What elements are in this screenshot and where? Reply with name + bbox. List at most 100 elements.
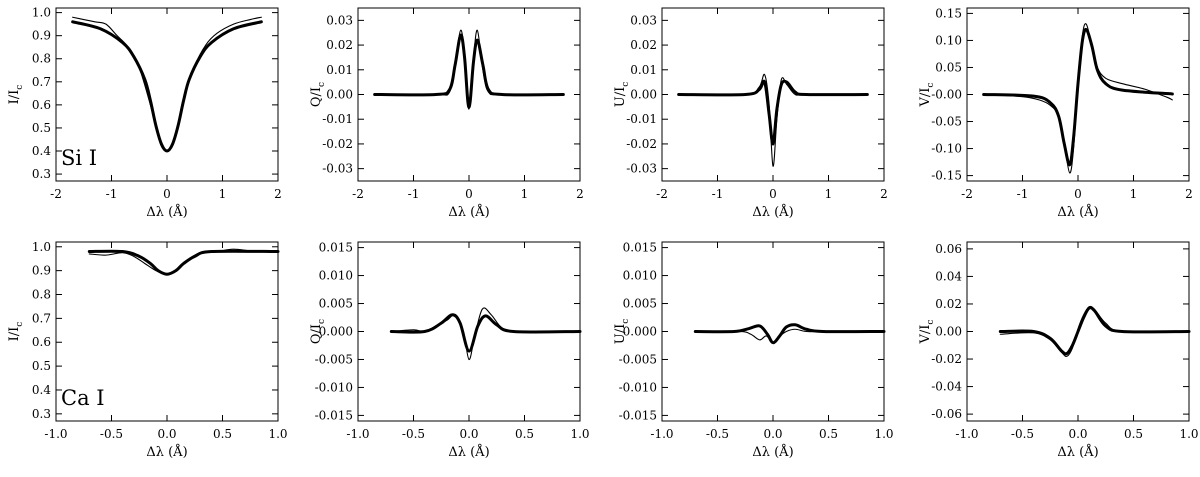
series-thin-line: [72, 16, 262, 152]
x-tick-label: 1.0: [570, 427, 589, 441]
y-axis-label: V/Ic: [918, 83, 936, 108]
y-tick-label: 0.9: [32, 264, 51, 278]
x-tick-label: -1.0: [44, 427, 67, 441]
x-tick-label: -2: [50, 187, 62, 201]
x-tick-label: 1: [825, 187, 833, 201]
y-axis-label: I/Ic: [7, 85, 25, 105]
y-tick-label: -0.01: [626, 112, 657, 126]
x-tick-label: 0: [1074, 187, 1082, 201]
y-tick-label: -0.005: [315, 352, 353, 366]
y-tick-label: 0.02: [326, 38, 353, 52]
x-axis-label: Δλ (Å): [1057, 444, 1098, 460]
x-tick-label: 2: [1185, 187, 1193, 201]
y-tick-label: 0.005: [319, 297, 353, 311]
y-tick-label: -0.010: [619, 380, 657, 394]
x-tick-label: 2: [274, 187, 282, 201]
y-tick-label: 0.00: [935, 325, 962, 339]
chart-panel-1: -2 -1 0 1 2 0.3 0.4 0.5 0.6 0.7 0.8 0.9 1.0 Δλ (Å) I/I…: [7, 6, 282, 220]
y-axis-label-main: Q/I: [309, 87, 324, 107]
series-thin-line: [983, 23, 1173, 174]
x-tick-label: -0.5: [1011, 427, 1034, 441]
y-tick-label: -0.00: [931, 88, 962, 102]
x-tick-label: -2: [656, 187, 668, 201]
x-tick-label: -0.5: [402, 427, 425, 441]
y-tick-label: 0.7: [32, 75, 51, 89]
y-tick-label: 0.15: [935, 6, 962, 20]
y-tick-label: 0.6: [32, 98, 51, 112]
y-axis-label-subscript: c: [621, 319, 631, 324]
x-tick-label: 0.0: [1068, 427, 1087, 441]
y-tick-label: 0.6: [32, 335, 51, 349]
x-tick-label: 1: [1130, 187, 1138, 201]
x-tick-label: 2: [880, 187, 888, 201]
y-tick-label: -0.04: [931, 380, 962, 394]
chart-panel-6: -1.0 -0.5 0.0 0.5 1.0 -0.015 -0.010 -0.005 0.000…: [309, 241, 590, 460]
y-tick-label: -0.10: [931, 142, 962, 156]
y-tick-label: 0.3: [32, 167, 51, 181]
y-tick-label: 0.010: [623, 269, 657, 283]
y-tick-label: 1.0: [32, 6, 51, 20]
y-tick-label: 0.015: [623, 241, 657, 255]
y-axis-label-subscript: c: [317, 319, 327, 324]
x-tick-label: -1: [1017, 187, 1029, 201]
y-tick-label: 0.10: [935, 33, 962, 47]
y-tick-label: 0.02: [630, 38, 657, 52]
y-tick-label: -0.01: [322, 112, 353, 126]
y-axis-label-main: I/I: [7, 327, 22, 342]
x-tick-label: 0: [769, 187, 777, 201]
y-axis-label-main: U/I: [613, 324, 628, 344]
x-tick-label: -1: [712, 187, 724, 201]
series-thin-line: [390, 307, 581, 361]
y-axis-label-main: V/I: [918, 88, 933, 108]
chart-panel-5: -1.0 -0.5 0.0 0.5 1.0 0.3 0.4 0.5 0.6 0.7 0.8 0.9 1.…: [7, 240, 288, 460]
series-thick-line: [693, 323, 886, 345]
y-axis-label-main: U/I: [613, 87, 628, 107]
x-tick-label: -1.0: [955, 427, 978, 441]
x-axis-label: Δλ (Å): [448, 204, 489, 220]
chart-panel-3: -2 -1 0 1 2 -0.03 -0.02 -0.01 0.00 0.01 0.02 0.03 Δλ…: [613, 7, 888, 220]
y-tick-label: 0.9: [32, 29, 51, 43]
y-tick-label: 0.015: [319, 241, 353, 255]
x-tick-label: 1: [219, 187, 227, 201]
x-tick-label: 1.0: [874, 427, 893, 441]
y-axis-label-main: I/I: [7, 90, 22, 105]
y-tick-label: 0.4: [32, 144, 51, 158]
y-axis-label-main: V/I: [918, 325, 933, 345]
x-tick-label: -2: [961, 187, 973, 201]
chart-panel-8: -1.0 -0.5 0.0 0.5 1.0 -0.06 -0.04 -0.02 0.00 0.02…: [918, 241, 1199, 460]
x-tick-label: 0.0: [763, 427, 782, 441]
x-tick-label: -0.5: [100, 427, 123, 441]
series-thick-line: [982, 27, 1174, 167]
y-tick-label: 0.03: [326, 13, 353, 27]
x-axis-label: Δλ (Å): [448, 444, 489, 460]
y-tick-label: 0.005: [623, 297, 657, 311]
y-tick-label: 0.04: [935, 269, 962, 283]
y-tick-label: -0.02: [931, 352, 962, 366]
y-axis-label: Q/Ic: [309, 319, 327, 344]
y-tick-label: -0.02: [626, 137, 657, 151]
y-tick-label: -0.005: [619, 352, 657, 366]
x-axis-label: Δλ (Å): [1057, 204, 1098, 220]
y-tick-label: -0.05: [931, 115, 962, 129]
series-thick-line: [71, 20, 263, 153]
series-thin-line: [88, 248, 279, 275]
y-tick-label: -0.02: [322, 137, 353, 151]
x-tick-label: 1: [521, 187, 529, 201]
y-tick-label: 0.00: [630, 88, 657, 102]
series-thin-line: [999, 305, 1190, 357]
chart-panel-2: -2 -1 0 1 2 -0.03 -0.02 -0.01 0.00 0.01 0.02 0.03 Δλ…: [309, 7, 584, 220]
y-tick-label: -0.15: [931, 169, 962, 183]
chart-panel-4: -2 -1 0 1 2 -0.15 -0.10 -0.05 -0.00 0.05 0.10 0.15 Δ…: [918, 6, 1193, 220]
series-thin-line: [374, 29, 564, 110]
series-thick-line: [87, 249, 280, 276]
x-tick-label: 1.0: [1179, 427, 1198, 441]
x-tick-label: -1.0: [650, 427, 673, 441]
y-tick-label: 0.4: [32, 383, 51, 397]
y-tick-label: 0.7: [32, 311, 51, 325]
x-tick-label: 0.5: [213, 427, 232, 441]
y-tick-label: 0.01: [630, 63, 657, 77]
y-axis-label-subscript: c: [317, 82, 327, 87]
x-axis-label: Δλ (Å): [146, 204, 187, 220]
y-axis-label-main: Q/I: [309, 324, 324, 344]
